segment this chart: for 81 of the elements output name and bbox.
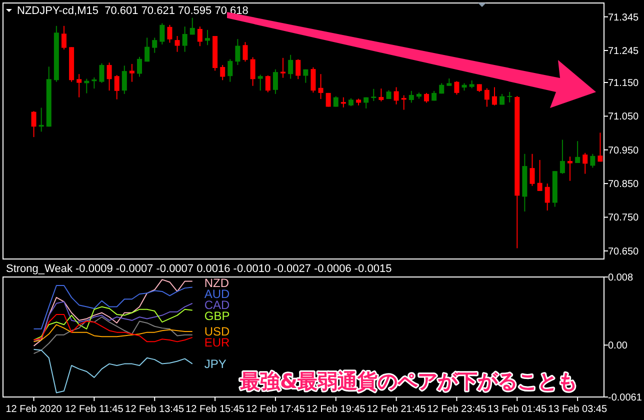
candlestick (242, 42, 248, 62)
candlestick (152, 37, 158, 54)
candlestick (568, 156, 573, 182)
y-tick-label: 70.950 (608, 145, 640, 156)
candlestick (106, 62, 112, 92)
candlestick (114, 74, 120, 100)
x-tick-label: 12 Feb 15:45 (186, 404, 245, 415)
candlestick (530, 153, 535, 186)
x-tick-label: 12 Feb 11:45 (65, 404, 124, 415)
candlestick (582, 152, 588, 174)
y-tick-label: 71.245 (608, 46, 640, 57)
candlestick (492, 86, 497, 106)
candlestick (144, 37, 150, 62)
y-tick-label: 70.650 (608, 246, 640, 258)
line-series (33, 279, 193, 346)
x-tick-label: 12 Feb 2020 (6, 404, 62, 415)
candlestick (61, 25, 66, 50)
candlestick (598, 132, 603, 162)
candlestick (160, 22, 165, 45)
x-tick-label: 12 Feb 21:45 (366, 404, 426, 415)
candlestick (544, 183, 550, 211)
candlestick (408, 90, 414, 104)
candlestick (167, 24, 172, 44)
candlestick (122, 65, 127, 94)
y-tick-label: 0.008 (608, 272, 634, 284)
candlestick (258, 74, 263, 92)
candlestick (220, 64, 226, 81)
candlestick (190, 17, 195, 36)
y-tick-label: 0.00 (608, 340, 628, 352)
series-label: JPY (204, 357, 226, 372)
y-tick-label: 70.750 (608, 212, 640, 224)
y-tick-label: 70.850 (608, 179, 640, 190)
y-tick-label: 71.150 (608, 78, 640, 89)
candlestick (272, 68, 278, 94)
chart-title: NZDJPY-cd,M15 70.601 70.621 70.595 70.618 (17, 5, 248, 17)
x-tick-label: 13 Feb 03:45 (548, 404, 608, 415)
candlestick (288, 54, 294, 80)
candlestick (129, 63, 134, 82)
x-tick-label: 12 Feb 17:45 (246, 404, 306, 415)
candlestick (250, 56, 256, 86)
x-tick-label: 12 Feb 19:45 (306, 404, 366, 415)
candlestick (394, 86, 399, 105)
candlestick (228, 58, 233, 82)
candlestick (99, 62, 104, 84)
candlestick (197, 26, 202, 47)
line-series (33, 314, 193, 342)
chart-title: Strong_Weak -0.0009 -0.0007 -0.0007 0.0016 -0.0010 -0.0027 -0.0006 -0.0015 (6, 263, 392, 275)
candlestick (560, 139, 565, 174)
candlestick (575, 140, 580, 164)
candlestick (378, 88, 384, 102)
candlestick (265, 74, 270, 93)
annotation: 最強&最弱通貨のペアが下がることも (239, 369, 578, 393)
candlestick (310, 66, 316, 94)
candlestick (296, 58, 301, 80)
line-series (33, 316, 193, 354)
candlestick (424, 92, 430, 104)
y-tick-label: 71.050 (608, 112, 640, 123)
candlestick (537, 159, 542, 192)
line-series (33, 348, 193, 394)
x-tick-label: 13 Feb 01:45 (488, 404, 548, 415)
candlestick (280, 57, 286, 78)
line-series (33, 324, 193, 342)
candlestick (484, 88, 490, 108)
y-tick-label: 71.345 (608, 12, 640, 24)
x-tick-label: 12 Feb 23:45 (427, 404, 487, 415)
candlestick (454, 80, 460, 96)
candlestick (31, 110, 36, 138)
candlestick (174, 36, 180, 52)
candlestick (318, 74, 324, 100)
candlestick (371, 88, 376, 102)
y-tick-label: -0.0061 (608, 392, 642, 404)
line-series (33, 285, 193, 330)
candlestick (182, 26, 188, 52)
candlestick (235, 38, 240, 66)
candlestick (137, 56, 142, 78)
candlestick (303, 68, 308, 84)
x-tick-label: 12 Feb 13:45 (125, 404, 185, 415)
candlestick (507, 91, 512, 103)
candlestick (590, 153, 596, 168)
candlestick (76, 74, 82, 98)
candlestick (204, 29, 210, 46)
